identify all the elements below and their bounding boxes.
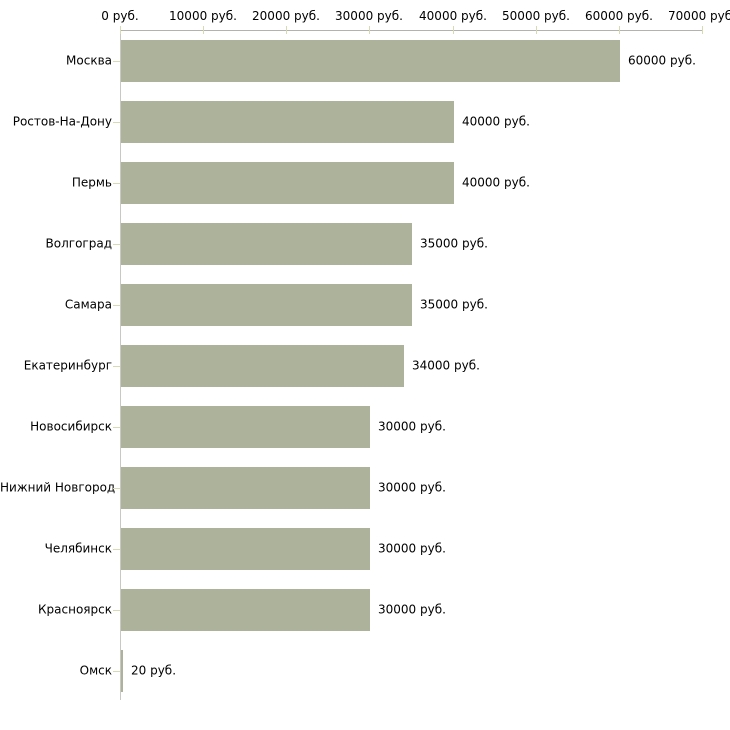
category-label: Красноярск [38,602,112,617]
category-label: Новосибирск [30,419,112,434]
category-tick [113,549,120,550]
bar [121,528,370,570]
value-label: 30000 руб. [378,419,446,434]
value-label: 30000 руб. [378,541,446,556]
x-axis-tick-label: 70000 руб. [668,9,730,23]
category-label: Самара [64,297,112,312]
category-tick [113,488,120,489]
bar [121,467,370,509]
category-tick [113,183,120,184]
value-label: 35000 руб. [420,236,488,251]
x-axis-tick-label: 20000 руб. [252,9,320,23]
category-tick [113,61,120,62]
bar [121,40,620,82]
value-label: 40000 руб. [462,175,530,190]
x-axis-line [120,30,703,31]
category-tick [113,122,120,123]
value-label: 20 руб. [131,663,177,678]
bar [121,650,123,692]
category-label: Волгоград [45,236,112,251]
bar [121,223,412,265]
bar [121,101,454,143]
x-axis-tick-label: 50000 руб. [502,9,570,23]
value-label: 30000 руб. [378,602,446,617]
x-axis-tick-label: 60000 руб. [585,9,653,23]
x-axis-tick [702,26,703,34]
x-axis-tick [453,26,454,34]
x-axis-tick [369,26,370,34]
bar [121,345,404,387]
category-label: Омск [79,663,112,678]
category-tick [113,244,120,245]
bar [121,406,370,448]
x-axis-tick-label: 10000 руб. [169,9,237,23]
value-label: 40000 руб. [462,114,530,129]
category-label: Нижний Новгород [0,480,116,495]
x-axis-tick [286,26,287,34]
value-label: 35000 руб. [420,297,488,312]
category-label: Москва [66,53,112,68]
category-tick [113,366,120,367]
x-axis-tick-label: 30000 руб. [335,9,403,23]
category-label: Ростов-На-Дону [12,114,112,129]
category-tick [113,671,120,672]
x-axis-tick [536,26,537,34]
category-tick [113,610,120,611]
category-label: Пермь [71,175,112,190]
value-label: 60000 руб. [628,53,696,68]
category-label: Челябинск [44,541,112,556]
value-label: 30000 руб. [378,480,446,495]
bar [121,284,412,326]
y-axis-line [120,30,121,700]
x-axis-tick [203,26,204,34]
category-tick [113,427,120,428]
bar [121,589,370,631]
value-label: 34000 руб. [412,358,480,373]
category-tick [113,305,120,306]
x-axis-tick [120,26,121,34]
bar [121,162,454,204]
x-axis-tick-label: 40000 руб. [419,9,487,23]
x-axis-tick-label: 0 руб. [101,9,139,23]
category-label: Екатеринбург [23,358,112,373]
x-axis-tick [619,26,620,34]
